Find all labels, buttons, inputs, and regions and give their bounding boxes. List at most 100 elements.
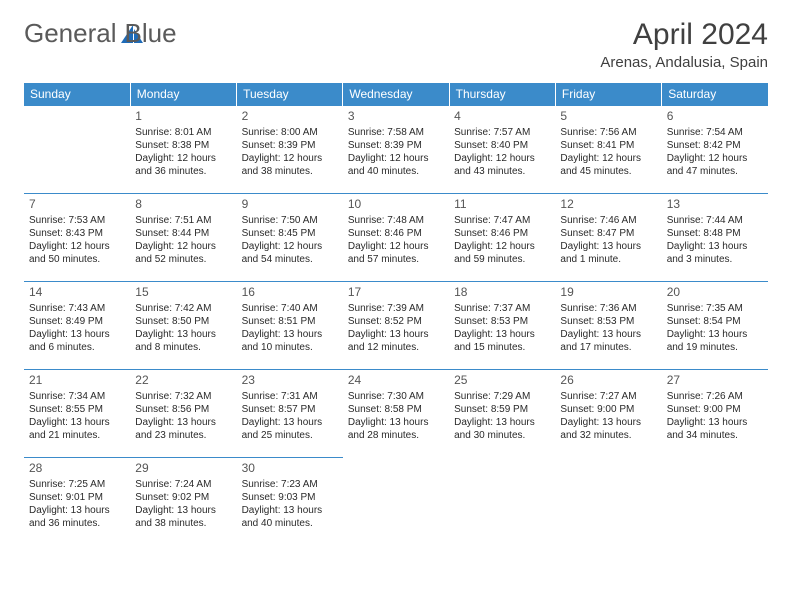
weekday-header: Saturday [662,83,768,106]
calendar-week-row: 28Sunrise: 7:25 AMSunset: 9:01 PMDayligh… [24,458,768,546]
day-number: 5 [560,109,656,125]
calendar-cell: 8Sunrise: 7:51 AMSunset: 8:44 PMDaylight… [130,194,236,282]
day-number: 24 [348,373,444,389]
cell-line: Daylight: 13 hours and 40 minutes. [242,504,338,530]
calendar-cell: 13Sunrise: 7:44 AMSunset: 8:48 PMDayligh… [662,194,768,282]
cell-line: Sunset: 8:53 PM [454,315,550,328]
weekday-row: SundayMondayTuesdayWednesdayThursdayFrid… [24,83,768,106]
calendar-cell: 12Sunrise: 7:46 AMSunset: 8:47 PMDayligh… [555,194,661,282]
cell-line: Daylight: 13 hours and 23 minutes. [135,416,231,442]
weekday-header: Thursday [449,83,555,106]
calendar-cell [24,106,130,194]
weekday-header: Wednesday [343,83,449,106]
cell-line: Sunset: 8:43 PM [29,227,125,240]
day-number: 25 [454,373,550,389]
calendar-week-row: 21Sunrise: 7:34 AMSunset: 8:55 PMDayligh… [24,370,768,458]
calendar-cell: 1Sunrise: 8:01 AMSunset: 8:38 PMDaylight… [130,106,236,194]
day-number: 6 [667,109,763,125]
cell-line: Sunset: 9:02 PM [135,491,231,504]
cell-line: Sunset: 8:58 PM [348,403,444,416]
cell-line: Sunset: 8:59 PM [454,403,550,416]
day-number: 23 [242,373,338,389]
calendar-cell: 5Sunrise: 7:56 AMSunset: 8:41 PMDaylight… [555,106,661,194]
cell-line: Sunset: 8:38 PM [135,139,231,152]
cell-line: Sunrise: 7:27 AM [560,390,656,403]
calendar-cell: 17Sunrise: 7:39 AMSunset: 8:52 PMDayligh… [343,282,449,370]
page-header: General Blue April 2024 Arenas, Andalusi… [0,0,792,77]
calendar-cell: 14Sunrise: 7:43 AMSunset: 8:49 PMDayligh… [24,282,130,370]
cell-line: Daylight: 13 hours and 25 minutes. [242,416,338,442]
calendar-cell [662,458,768,546]
cell-line: Sunrise: 8:00 AM [242,126,338,139]
cell-line: Sunrise: 7:44 AM [667,214,763,227]
calendar-head: SundayMondayTuesdayWednesdayThursdayFrid… [24,83,768,106]
cell-line: Sunset: 9:00 PM [560,403,656,416]
cell-line: Daylight: 13 hours and 15 minutes. [454,328,550,354]
cell-line: Sunset: 8:45 PM [242,227,338,240]
cell-line: Sunrise: 7:29 AM [454,390,550,403]
calendar-cell: 15Sunrise: 7:42 AMSunset: 8:50 PMDayligh… [130,282,236,370]
month-title: April 2024 [600,18,768,52]
cell-line: Sunrise: 7:36 AM [560,302,656,315]
day-number: 1 [135,109,231,125]
cell-line: Daylight: 13 hours and 34 minutes. [667,416,763,442]
cell-line: Daylight: 13 hours and 10 minutes. [242,328,338,354]
calendar-cell: 22Sunrise: 7:32 AMSunset: 8:56 PMDayligh… [130,370,236,458]
cell-line: Daylight: 12 hours and 59 minutes. [454,240,550,266]
calendar-cell: 20Sunrise: 7:35 AMSunset: 8:54 PMDayligh… [662,282,768,370]
cell-line: Sunset: 8:53 PM [560,315,656,328]
day-number: 3 [348,109,444,125]
cell-line: Sunrise: 7:56 AM [560,126,656,139]
cell-line: Sunset: 8:52 PM [348,315,444,328]
logo-text-general: General [24,18,117,49]
calendar-body: 1Sunrise: 8:01 AMSunset: 8:38 PM Daylight… [24,106,768,546]
cell-line: Sunset: 8:46 PM [454,227,550,240]
cell-line: Sunrise: 7:39 AM [348,302,444,315]
cell-line: Daylight: 13 hours and 19 minutes. [667,328,763,354]
calendar-cell: 24Sunrise: 7:30 AMSunset: 8:58 PMDayligh… [343,370,449,458]
cell-line: Sunrise: 7:43 AM [29,302,125,315]
day-number: 7 [29,197,125,213]
cell-line: Sunrise: 7:37 AM [454,302,550,315]
cell-line: Sunrise: 7:47 AM [454,214,550,227]
cell-line: Sunrise: 7:46 AM [560,214,656,227]
cell-line: Sunrise: 7:24 AM [135,478,231,491]
cell-line: Daylight: 13 hours and 32 minutes. [560,416,656,442]
cell-line: Sunrise: 7:31 AM [242,390,338,403]
cell-line: Daylight: 13 hours and 1 minute. [560,240,656,266]
cell-line: Daylight: 12 hours and 54 minutes. [242,240,338,266]
calendar-cell: 10Sunrise: 7:48 AMSunset: 8:46 PMDayligh… [343,194,449,282]
calendar-cell: 21Sunrise: 7:34 AMSunset: 8:55 PMDayligh… [24,370,130,458]
calendar-cell: 11Sunrise: 7:47 AMSunset: 8:46 PMDayligh… [449,194,555,282]
calendar-table: SundayMondayTuesdayWednesdayThursdayFrid… [24,83,768,546]
cell-line: Sunrise: 7:23 AM [242,478,338,491]
cell-line: Sunset: 9:03 PM [242,491,338,504]
day-number: 12 [560,197,656,213]
day-number: 28 [29,461,125,477]
cell-line: Daylight: 12 hours and 52 minutes. [135,240,231,266]
day-number: 27 [667,373,763,389]
calendar-cell: 6Sunrise: 7:54 AMSunset: 8:42 PMDaylight… [662,106,768,194]
cell-line: Daylight: 13 hours and 3 minutes. [667,240,763,266]
cell-line: Daylight: 12 hours and 38 minutes. [242,152,338,178]
cell-line: Sunset: 8:39 PM [242,139,338,152]
cell-line: Sunrise: 8:01 AM [135,126,231,139]
cell-line: Sunset: 8:42 PM [667,139,763,152]
cell-line: Sunset: 8:48 PM [667,227,763,240]
title-block: April 2024 Arenas, Andalusia, Spain [600,18,768,71]
calendar-cell: 16Sunrise: 7:40 AMSunset: 8:51 PMDayligh… [237,282,343,370]
cell-line: Sunset: 8:54 PM [667,315,763,328]
calendar-cell: 28Sunrise: 7:25 AMSunset: 9:01 PMDayligh… [24,458,130,546]
cell-line: Daylight: 13 hours and 12 minutes. [348,328,444,354]
cell-line: Sunrise: 7:51 AM [135,214,231,227]
calendar-cell: 30Sunrise: 7:23 AMSunset: 9:03 PMDayligh… [237,458,343,546]
day-number: 11 [454,197,550,213]
day-number: 8 [135,197,231,213]
day-number: 18 [454,285,550,301]
calendar-cell: 7Sunrise: 7:53 AMSunset: 8:43 PMDaylight… [24,194,130,282]
day-number: 30 [242,461,338,477]
cell-line: Sunrise: 7:26 AM [667,390,763,403]
calendar-cell: 3Sunrise: 7:58 AMSunset: 8:39 PMDaylight… [343,106,449,194]
cell-line: Sunset: 8:50 PM [135,315,231,328]
cell-line: Sunrise: 7:48 AM [348,214,444,227]
